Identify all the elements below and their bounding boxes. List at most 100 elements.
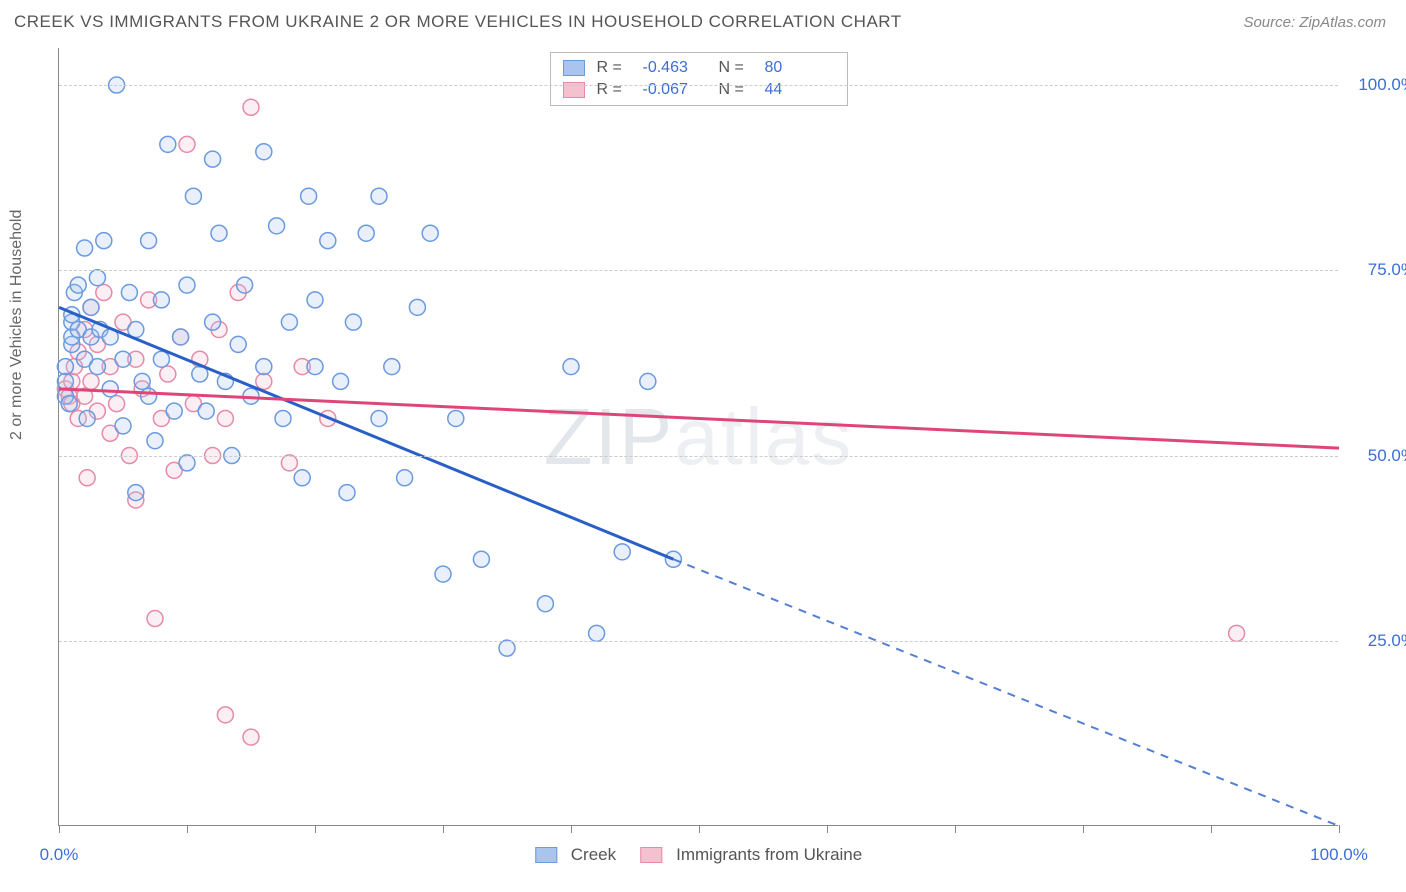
data-point [301,188,317,204]
data-point [243,99,259,115]
data-point [77,240,93,256]
x-tick [315,825,316,833]
legend-label-creek: Creek [571,845,616,865]
plot-svg [59,48,1339,826]
n-value-creek: 80 [765,59,835,77]
gridline-h [59,85,1338,86]
data-point [115,351,131,367]
data-point [115,418,131,434]
data-point [102,381,118,397]
data-point [230,336,246,352]
data-point [147,433,163,449]
scatter-plot-area: ZIPatlas R = -0.463 N = 80 R = -0.067 N … [58,48,1338,826]
data-point [128,485,144,501]
data-point [409,299,425,315]
data-point [256,144,272,160]
y-axis-label: 2 or more Vehicles in Household [8,210,26,440]
legend-item-ukraine: Immigrants from Ukraine [640,845,862,865]
x-tick [571,825,572,833]
x-tick [59,825,60,833]
data-point [307,292,323,308]
data-point [614,544,630,560]
data-point [384,359,400,375]
data-point [589,625,605,641]
r-label: R = [597,59,637,77]
r-label: R = [597,81,637,99]
data-point [153,292,169,308]
data-point [96,233,112,249]
data-point [499,640,515,656]
swatch-creek [563,60,585,76]
data-point [121,285,137,301]
x-tick [1211,825,1212,833]
data-point [281,314,297,330]
x-tick [827,825,828,833]
data-point [320,233,336,249]
data-point [79,470,95,486]
swatch-ukraine-bottom [640,847,662,863]
data-point [153,351,169,367]
data-point [294,470,310,486]
data-point [83,373,99,389]
source-attribution: Source: ZipAtlas.com [1243,14,1386,31]
x-tick-label: 100.0% [1310,845,1368,865]
data-point [179,455,195,471]
data-point [333,373,349,389]
data-point [269,218,285,234]
gridline-h [59,456,1338,457]
n-label: N = [719,59,759,77]
data-point [141,233,157,249]
y-tick-label: 100.0% [1358,75,1406,95]
correlation-legend: R = -0.463 N = 80 R = -0.067 N = 44 [550,52,848,106]
r-value-creek: -0.463 [643,59,713,77]
swatch-creek-bottom [535,847,557,863]
data-point [70,277,86,293]
data-point [397,470,413,486]
n-label: N = [719,81,759,99]
data-point [160,366,176,382]
legend-label-ukraine: Immigrants from Ukraine [676,845,862,865]
data-point [173,329,189,345]
x-tick [187,825,188,833]
data-point [134,373,150,389]
data-point [563,359,579,375]
data-point [339,485,355,501]
data-point [473,551,489,567]
data-point [275,410,291,426]
legend-item-creek: Creek [535,845,616,865]
data-point [147,611,163,627]
n-value-ukraine: 44 [765,81,835,99]
data-point [217,410,233,426]
data-point [179,136,195,152]
data-point [256,373,272,389]
chart-title: CREEK VS IMMIGRANTS FROM UKRAINE 2 OR MO… [14,12,902,32]
data-point [96,285,112,301]
data-point [57,373,73,389]
data-point [109,396,125,412]
x-tick [443,825,444,833]
data-point [371,188,387,204]
data-point [217,707,233,723]
data-point [205,314,221,330]
data-point [307,359,323,375]
regression-line [59,389,1339,448]
data-point [448,410,464,426]
x-tick [1083,825,1084,833]
data-point [57,359,73,375]
data-point [237,277,253,293]
data-point [179,277,195,293]
gridline-h [59,270,1338,271]
legend-row-ukraine: R = -0.067 N = 44 [563,79,835,101]
data-point [160,136,176,152]
data-point [537,596,553,612]
data-point [79,410,95,426]
data-point [243,729,259,745]
x-tick [955,825,956,833]
data-point [61,396,77,412]
legend-row-creek: R = -0.463 N = 80 [563,57,835,79]
r-value-ukraine: -0.067 [643,81,713,99]
x-tick-label: 0.0% [40,845,79,865]
data-point [89,359,105,375]
x-tick [699,825,700,833]
x-tick [1339,825,1340,833]
